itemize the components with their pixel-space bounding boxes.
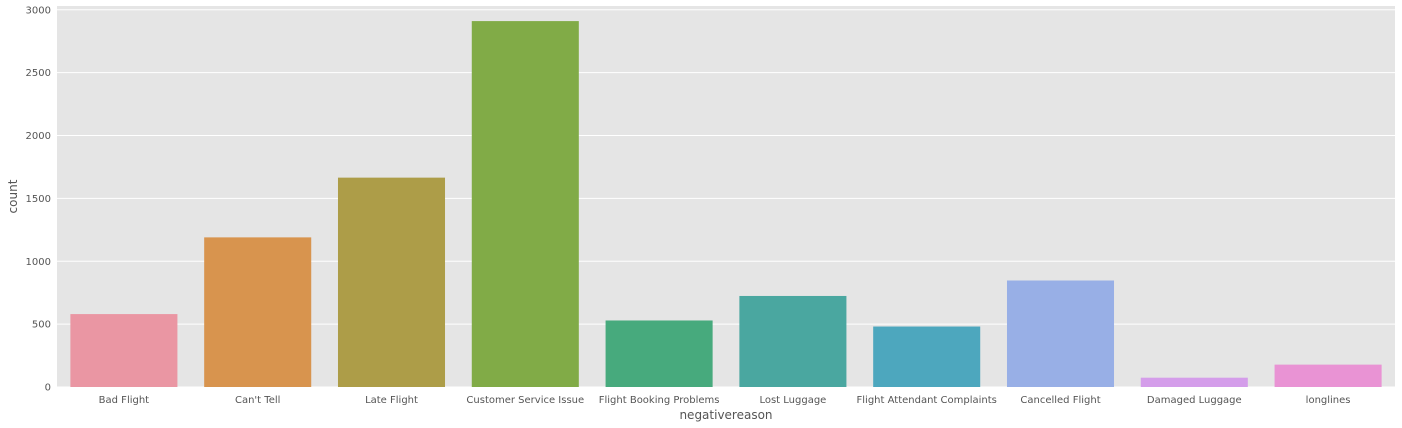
y-tick-label: 0 [45, 383, 51, 394]
x-tick-label: Lost Luggage [759, 395, 826, 406]
bar-can-t-tell [204, 237, 312, 387]
bar-cancelled-flight [1006, 280, 1115, 387]
y-tick-label: 2000 [26, 131, 51, 142]
y-tick-label: 500 [32, 320, 51, 331]
bars [70, 21, 1382, 387]
y-axis-label: count [6, 179, 20, 213]
y-tick-label: 1000 [26, 257, 51, 268]
x-tick-labels: Bad Flight Can't Tell Late Flight Customer … [99, 395, 1351, 406]
x-tick-label: Cancelled Flight [1020, 395, 1100, 406]
bar-bad-flight [70, 314, 178, 387]
y-tick-labels: 0 500 1000 1500 2000 2500 3000 [26, 5, 51, 393]
bar-flight-attendant-complaints [873, 326, 981, 387]
y-tick-label: 3000 [26, 5, 51, 16]
y-tick-label: 1500 [26, 194, 51, 205]
x-tick-label: Damaged Luggage [1147, 395, 1242, 406]
x-tick-label: Flight Booking Problems [599, 395, 720, 406]
x-tick-label: Late Flight [365, 395, 418, 406]
bar-late-flight [337, 177, 446, 387]
x-tick-label: longlines [1306, 395, 1351, 406]
bar-customer-service-issue [471, 21, 579, 387]
x-axis-label: negativereason [679, 408, 772, 422]
x-tick-label: Can't Tell [235, 395, 280, 406]
bar-longlines [1274, 364, 1382, 387]
x-tick-label: Flight Attendant Complaints [857, 395, 997, 406]
x-tick-label: Customer Service Issue [466, 395, 584, 406]
y-tick-label: 2500 [26, 68, 51, 79]
bar-flight-booking-problems [605, 320, 713, 387]
bar-damaged-luggage [1140, 377, 1248, 387]
bar-lost-luggage [739, 295, 847, 387]
x-tick-label: Bad Flight [99, 395, 150, 406]
